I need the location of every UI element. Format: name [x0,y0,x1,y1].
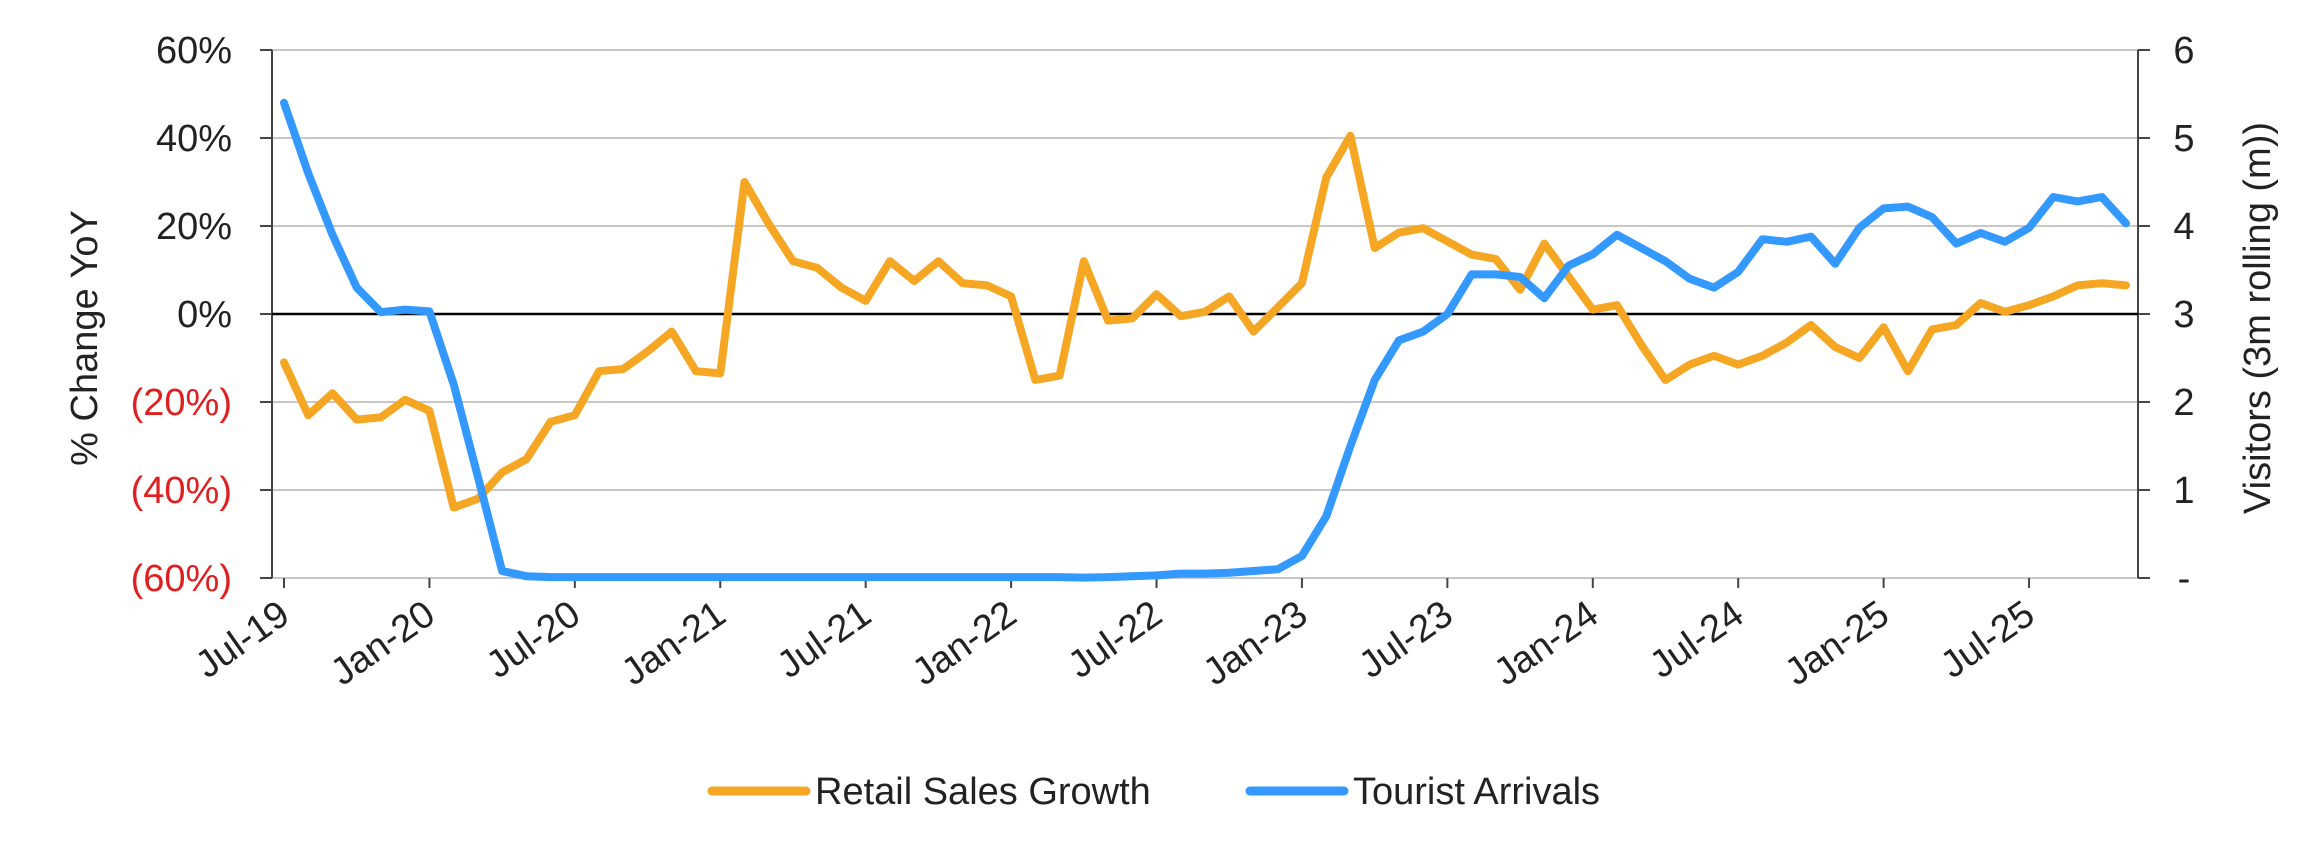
x-tick-label: Jul-24 [1643,593,1752,687]
left-axis-title: % Change YoY [64,210,106,466]
left-tick-label: 40% [156,118,232,160]
left-tick-label: 20% [156,206,232,248]
x-tick-label: Jan-20 [323,593,442,694]
left-y-tick-labels: 60% 40% 20% 0% (20%) (40%) (60%) [131,30,272,600]
right-y-tick-labels: 6 5 4 3 2 1 - [2138,30,2195,600]
x-tick-label: Jul-20 [479,593,588,687]
x-tick-labels: Jul-19 Jan-20 Jul-20 Jan-21 Jul-21 Jan-22 Jul-… [188,578,2042,694]
x-tick-label: Jan-22 [905,593,1024,694]
right-tick-label: 2 [2173,382,2194,424]
x-tick-label: Jul-25 [1933,593,2042,687]
x-tick-label: Jan-25 [1778,593,1897,694]
legend: Retail Sales Growth Tourist Arrivals [707,771,1600,813]
series-line-tourist-arrivals [280,98,2130,582]
left-tick-label: 60% [156,30,232,72]
right-tick-label: 3 [2173,294,2194,336]
left-tick-label: (20%) [131,382,232,424]
right-tick-label: - [2178,558,2191,600]
series-lines [280,98,2130,582]
x-tick-label: Jul-21 [770,593,879,687]
left-tick-label: (40%) [131,470,232,512]
legend-label: Tourist Arrivals [1353,771,1600,813]
series-line-retail-sales-growth [280,131,2130,512]
legend-label: Retail Sales Growth [815,771,1151,813]
x-tick-label: Jan-23 [1196,593,1315,694]
right-tick-label: 1 [2173,470,2194,512]
right-axis-title: Visitors (3m rolling (m)) [2237,122,2279,514]
x-tick-label: Jul-23 [1352,593,1461,687]
x-tick-label: Jul-22 [1061,593,1170,687]
x-tick-label: Jan-21 [614,593,733,694]
left-tick-label: 0% [177,294,232,336]
right-tick-label: 6 [2173,30,2194,72]
right-tick-label: 4 [2173,206,2194,248]
x-tick-label: Jul-19 [188,593,297,687]
right-tick-label: 5 [2173,118,2194,160]
left-tick-label: (60%) [131,558,232,600]
x-tick-label: Jan-24 [1487,593,1606,694]
